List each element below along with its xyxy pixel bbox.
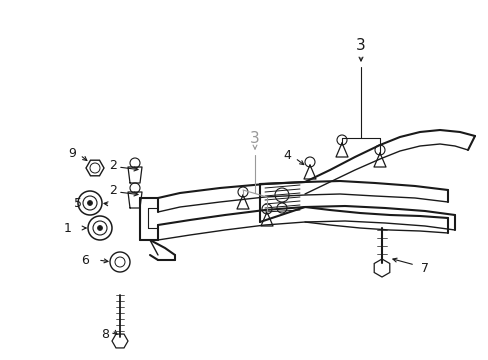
Text: 9: 9 — [68, 147, 76, 159]
Circle shape — [87, 201, 92, 206]
Text: 3: 3 — [355, 37, 365, 53]
Text: 5: 5 — [74, 197, 82, 210]
Text: 3: 3 — [250, 131, 259, 145]
Text: 2: 2 — [109, 184, 117, 197]
Text: 7: 7 — [420, 261, 428, 274]
Text: 2: 2 — [109, 158, 117, 171]
Text: 4: 4 — [283, 149, 290, 162]
Text: 6: 6 — [81, 253, 89, 266]
Text: 1: 1 — [64, 221, 72, 234]
Text: 8: 8 — [101, 328, 109, 342]
Circle shape — [97, 225, 102, 230]
